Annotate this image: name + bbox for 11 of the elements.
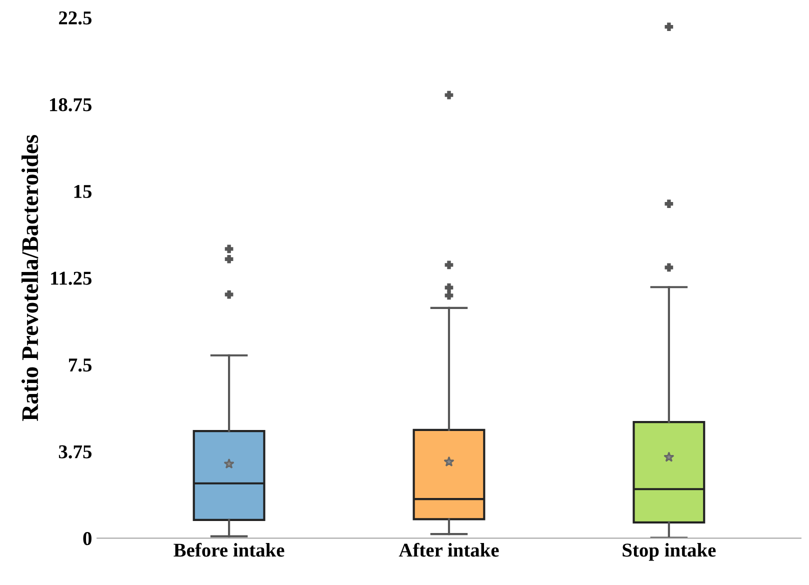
y-tick-label: 7.5 — [69, 358, 92, 372]
x-tick-label: Before intake — [174, 542, 284, 557]
y-tick-label: 22.5 — [59, 11, 92, 25]
x-tick-label: After intake — [398, 542, 499, 557]
x-tick-label: Stop intake — [622, 543, 716, 561]
y-tick-label: 18.75 — [50, 98, 92, 112]
y-tick-label: 11.25 — [51, 272, 92, 285]
y-axis-title: Ratio Prevotella/Bacteroides — [22, 134, 38, 421]
y-tick-label: 0 — [83, 532, 92, 546]
y-tick-label: 3.75 — [58, 445, 92, 458]
y-tick-label: 15 — [74, 185, 92, 198]
